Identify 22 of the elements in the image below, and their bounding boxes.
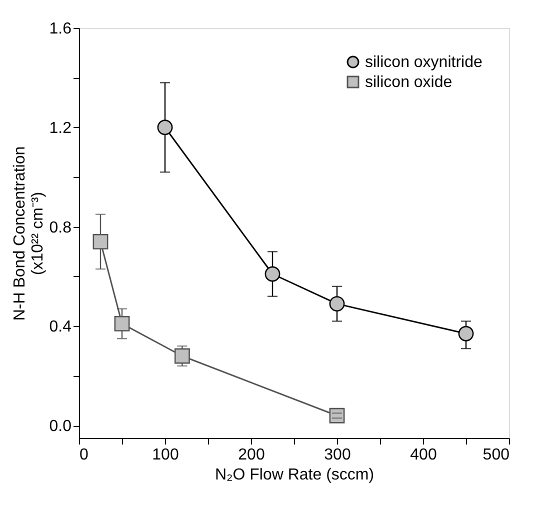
x-tick-label: 200 <box>238 446 265 464</box>
x-tick-label: 500 <box>482 446 510 464</box>
y-tick-label: 0.4 <box>49 318 72 336</box>
x-tick-label: 100 <box>152 446 179 464</box>
y-tick-label: 1.6 <box>49 20 72 38</box>
y-tick-label: 0.0 <box>49 418 72 436</box>
y-tick-label: 0.8 <box>49 219 72 236</box>
point <box>114 316 130 332</box>
point <box>458 326 474 342</box>
point <box>264 266 280 282</box>
point <box>174 348 190 364</box>
point <box>157 120 173 136</box>
point <box>92 234 108 250</box>
y-tick-label: 1.2 <box>49 120 72 137</box>
x-tick-label: 0 <box>80 446 88 464</box>
legend-label: silicon oxynitride <box>365 54 482 71</box>
x-tick-label: 300 <box>324 446 351 464</box>
x-axis-title: N₂O Flow Rate (sccm) <box>214 466 374 484</box>
y-axis-title: N-H Bond Concentration (x10²² cm⁻³) <box>11 146 46 321</box>
x-tick-label: 400 <box>410 446 437 464</box>
legend-label: silicon oxide <box>365 74 452 91</box>
point <box>329 296 345 312</box>
